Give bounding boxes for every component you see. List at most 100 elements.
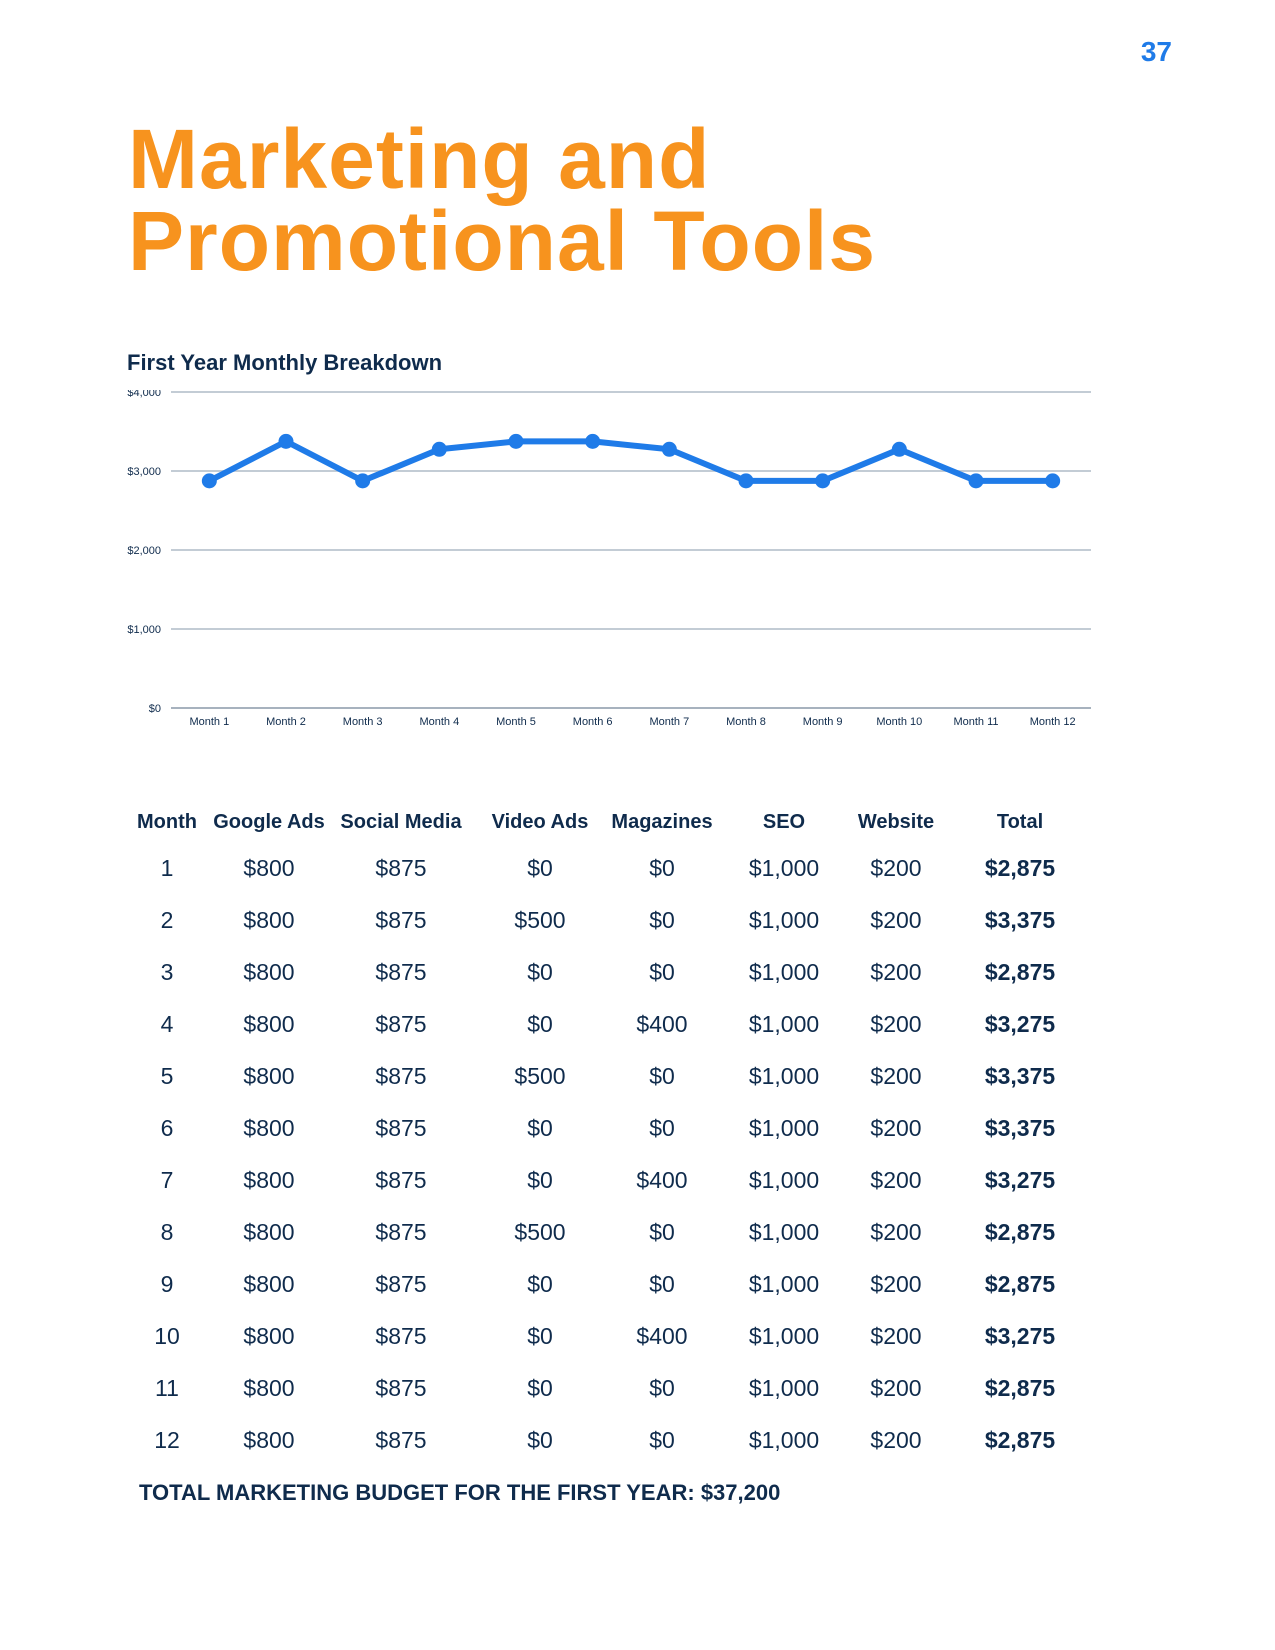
table-row: 5 $800 $875 $500 $0 $1,000 $200 $3,375 <box>125 1050 1099 1102</box>
table-cell: 4 <box>160 1010 174 1037</box>
table-cell: $0 <box>649 1270 675 1297</box>
table-cell: $500 <box>514 1062 566 1089</box>
table-cell: $400 <box>636 1166 688 1193</box>
total-cell: $3,375 <box>984 1114 1056 1141</box>
data-point <box>355 473 371 489</box>
column-header: Social Media <box>340 810 462 833</box>
table-cell: $1,000 <box>748 1374 820 1401</box>
total-cell: $2,875 <box>984 1270 1056 1297</box>
table-cell: $0 <box>527 1010 553 1037</box>
table-cell: $800 <box>243 958 295 985</box>
table-cell: $200 <box>870 1426 922 1453</box>
data-point <box>585 433 601 449</box>
table-cell: 12 <box>154 1426 180 1453</box>
table-row: 9 $800 $875 $0 $0 $1,000 $200 $2,875 <box>125 1258 1099 1310</box>
table-cell: $200 <box>870 1114 922 1141</box>
budget-table: Month Google Ads Social Media Video Ads Maga… <box>125 802 1099 1466</box>
table-cell: $200 <box>870 1322 922 1349</box>
table-cell: $0 <box>649 1062 675 1089</box>
total-cell: $3,275 <box>984 1010 1056 1037</box>
table-cell: $0 <box>527 1374 553 1401</box>
table-cell: $1,000 <box>748 854 820 881</box>
table-cell: $875 <box>375 1322 427 1349</box>
total-cell: $3,375 <box>984 1062 1056 1089</box>
table-cell: $0 <box>649 854 675 881</box>
table-cell: $1,000 <box>748 1166 820 1193</box>
table-cell: $875 <box>375 1114 427 1141</box>
x-tick-label: Month 11 <box>953 716 998 728</box>
table-cell: 10 <box>154 1322 180 1349</box>
table-cell: $200 <box>870 1374 922 1401</box>
table-cell: $875 <box>375 958 427 985</box>
total-cell: $2,875 <box>984 1218 1056 1245</box>
table-cell: $1,000 <box>748 1218 820 1245</box>
table-cell: $0 <box>649 906 675 933</box>
table-cell: 5 <box>160 1062 174 1089</box>
table-cell: $0 <box>527 1322 553 1349</box>
table-cell: $875 <box>375 906 427 933</box>
table-cell: $800 <box>243 1270 295 1297</box>
table-row: 10 $800 $875 $0 $400 $1,000 $200 $3,275 <box>125 1310 1099 1362</box>
table-cell: $200 <box>870 1010 922 1037</box>
column-header: Video Ads <box>491 810 589 833</box>
table-row: 12 $800 $875 $0 $0 $1,000 $200 $2,875 <box>125 1414 1099 1466</box>
table-cell: $1,000 <box>748 1426 820 1453</box>
data-point <box>968 473 984 489</box>
total-cell: $3,375 <box>984 906 1056 933</box>
y-tick-label: $0 <box>149 703 161 715</box>
total-cell: $2,875 <box>984 958 1056 985</box>
table-cell: $200 <box>870 958 922 985</box>
table-cell: $200 <box>870 1062 922 1089</box>
table-cell: $800 <box>243 1426 295 1453</box>
page-number: 37 <box>1140 36 1172 67</box>
title-line-1: Marketing and <box>128 112 711 206</box>
table-row: 8 $800 $875 $500 $0 $1,000 $200 $2,875 <box>125 1206 1099 1258</box>
table-cell: $200 <box>870 1166 922 1193</box>
table-cell: $0 <box>649 1374 675 1401</box>
table-cell: $800 <box>243 1322 295 1349</box>
data-point <box>201 473 217 489</box>
data-point <box>431 441 447 457</box>
x-tick-label: Month 12 <box>1030 716 1076 728</box>
table-cell: $0 <box>527 1114 553 1141</box>
table-cell: $1,000 <box>748 1270 820 1297</box>
title-line-2: Promotional Tools <box>128 194 877 288</box>
y-tick-label: $1,000 <box>127 624 161 636</box>
table-cell: $500 <box>514 906 566 933</box>
table-cell: $0 <box>527 1426 553 1453</box>
total-cell: $3,275 <box>984 1166 1056 1193</box>
table-cell: $875 <box>375 1166 427 1193</box>
table-cell: $500 <box>514 1218 566 1245</box>
table-cell: $875 <box>375 1062 427 1089</box>
table-cell: $800 <box>243 1114 295 1141</box>
table-cell: $800 <box>243 1166 295 1193</box>
x-tick-label: Month 6 <box>573 716 613 728</box>
column-header: Total <box>996 810 1044 833</box>
table-cell: $875 <box>375 1010 427 1037</box>
table-cell: $1,000 <box>748 1062 820 1089</box>
x-tick-label: Month 1 <box>189 716 229 728</box>
page-title: Marketing and Promotional Tools <box>128 117 876 283</box>
table-cell: $800 <box>243 906 295 933</box>
table-cell: $0 <box>649 1426 675 1453</box>
total-budget: TOTAL MARKETING BUDGET FOR THE FIRST YEA… <box>139 1480 781 1505</box>
data-point <box>891 441 907 457</box>
total-cell: $3,275 <box>984 1322 1056 1349</box>
table-row: 4 $800 $875 $0 $400 $1,000 $200 $3,275 <box>125 998 1099 1050</box>
table-cell: $800 <box>243 1218 295 1245</box>
table-cell: 2 <box>160 906 174 933</box>
table-cell: $1,000 <box>748 1322 820 1349</box>
x-tick-label: Month 3 <box>343 716 383 728</box>
column-header: SEO <box>762 810 806 833</box>
table-cell: $1,000 <box>748 1114 820 1141</box>
table-cell: $1,000 <box>748 906 820 933</box>
table-cell: $875 <box>375 1426 427 1453</box>
x-tick-label: Month 9 <box>803 716 843 728</box>
table-cell: $0 <box>649 958 675 985</box>
data-point <box>508 433 524 449</box>
table-cell: $875 <box>375 1218 427 1245</box>
table-row: 6 $800 $875 $0 $0 $1,000 $200 $3,375 <box>125 1102 1099 1154</box>
table-cell: $0 <box>527 1166 553 1193</box>
data-point <box>278 433 294 449</box>
monthly-breakdown-chart: $0 $1,000 $2,000 $3,000 $4,000 Month 1 Month 2… <box>127 390 1091 728</box>
